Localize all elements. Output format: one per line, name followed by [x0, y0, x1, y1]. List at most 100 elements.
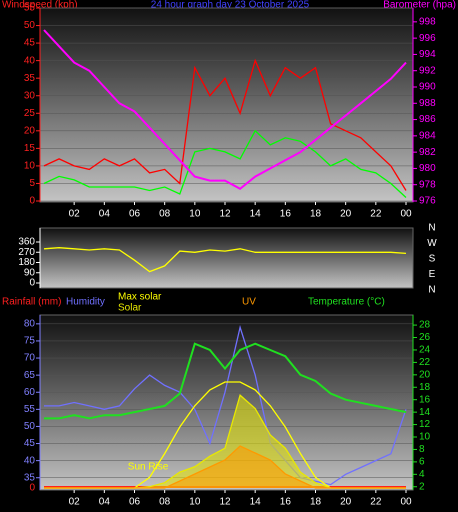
y2-tick-label: 996 [419, 33, 436, 44]
y2-tick-label: 994 [419, 49, 436, 60]
x-tick-label: 16 [280, 209, 292, 220]
chart-title: 24 hour graph day 23 October 2025 [151, 0, 310, 11]
y2-tick-label: 998 [419, 16, 436, 27]
y-tick-label: 30 [24, 90, 36, 101]
y-tick-label: 55 [24, 3, 36, 14]
y-tick-label: 5 [29, 178, 35, 189]
y2-tick-label: 14 [419, 407, 431, 418]
legend-entry: Humidity [66, 297, 105, 308]
y-tick-label: 65 [24, 370, 36, 381]
y-tick-label: 75 [24, 336, 36, 347]
compass-label: N [428, 223, 435, 234]
y-tick-label: 0 [29, 196, 35, 207]
y-tick-label: 40 [24, 455, 36, 466]
y-tick-label: 360 [18, 237, 35, 248]
y2-tick-label: 982 [419, 147, 436, 158]
x-tick-label: 02 [69, 209, 81, 220]
y2-tick-label: 992 [419, 65, 436, 76]
y2-tick-label: 26 [419, 332, 431, 343]
compass-label: N [428, 285, 435, 296]
y2-tick-label: 984 [419, 130, 436, 141]
y2-tick-label: 24 [419, 345, 431, 356]
y-tick-label: 40 [24, 55, 36, 66]
x-tick-label: 14 [250, 209, 262, 220]
x-tick-label: 22 [370, 209, 382, 220]
x-tick-label: 18 [310, 497, 322, 508]
y-tick-label: 80 [24, 318, 36, 329]
x-tick-label: 12 [219, 209, 231, 220]
x-tick-label: 16 [280, 497, 292, 508]
y2-tick-label: 6 [419, 457, 425, 468]
x-tick-label: 10 [189, 497, 201, 508]
y2-tick-label: 10 [419, 432, 431, 443]
series-line [44, 445, 406, 489]
y2-tick-label: 16 [419, 394, 431, 405]
series-line [43, 247, 407, 273]
x-tick-label: 04 [99, 209, 111, 220]
y2-tick-label: 988 [419, 98, 436, 109]
y-tick-label: 45 [24, 38, 36, 49]
x-tick-label: 20 [340, 497, 352, 508]
y-tick-label: 90 [24, 267, 36, 278]
series-line [43, 58, 407, 191]
y2-tick-label: 2 [419, 481, 425, 492]
series-line [44, 342, 407, 420]
y2-tick-label: 978 [419, 179, 436, 190]
y2-tick-label: 976 [419, 196, 436, 207]
y-tick-label: 20 [24, 125, 36, 136]
x-tick-label: 08 [159, 497, 171, 508]
x-tick-label: 20 [340, 209, 352, 220]
x-tick-label: 00 [400, 209, 412, 220]
y2-tick-label: 986 [419, 114, 436, 125]
x-tick-label: 04 [99, 497, 111, 508]
compass-label: E [429, 269, 436, 280]
x-tick-label: 06 [129, 497, 141, 508]
x-tick-label: 22 [370, 497, 382, 508]
y2-tick-label: 20 [419, 369, 431, 380]
x-tick-label: 02 [69, 497, 81, 508]
y-tick-label: 35 [24, 73, 36, 84]
barometer-axis-label: Barometer (hpa) [383, 0, 456, 11]
legend-entry: Max solar [118, 292, 162, 303]
y-tick-label: 25 [24, 108, 36, 119]
legend-entry: Solar [118, 303, 142, 314]
plot-area [39, 227, 414, 289]
x-tick-label: 08 [159, 209, 171, 220]
series-line [43, 29, 407, 190]
x-tick-label: 18 [310, 209, 322, 220]
y2-tick-label: 980 [419, 163, 436, 174]
x-tick-label: 10 [189, 209, 201, 220]
x-tick-label: 12 [219, 497, 231, 508]
series-area [44, 446, 406, 488]
x-tick-label: 06 [129, 209, 141, 220]
series-line [43, 129, 407, 198]
y-tick-label: 50 [24, 421, 36, 432]
y2-tick-label: 990 [419, 82, 436, 93]
y2-tick-label: 22 [419, 357, 431, 368]
y-tick-label: 10 [24, 161, 36, 172]
rain-tick-label: 0 [29, 483, 35, 494]
compass-label: W [427, 238, 437, 249]
y-tick-label: 60 [24, 387, 36, 398]
legend-entry: Rainfall (mm) [2, 297, 61, 308]
y2-tick-label: 18 [419, 382, 431, 393]
y2-tick-label: 4 [419, 469, 425, 480]
wind-axis-label: Windspeed (kph) [2, 0, 78, 11]
y-tick-label: 50 [24, 20, 36, 31]
plot-area [39, 7, 414, 203]
x-tick-label: 00 [400, 497, 412, 508]
y2-tick-label: 28 [419, 320, 431, 331]
series-line [44, 324, 407, 486]
y-tick-label: 45 [24, 438, 36, 449]
y-tick-label: 0 [29, 278, 35, 289]
y2-tick-label: 8 [419, 444, 425, 455]
y-tick-label: 70 [24, 353, 36, 364]
y-tick-label: 270 [18, 247, 35, 258]
compass-label: S [429, 254, 436, 265]
legend-entry: UV [242, 297, 256, 308]
y2-tick-label: 12 [419, 419, 431, 430]
y-tick-label: 55 [24, 404, 36, 415]
y-tick-label: 180 [18, 257, 35, 268]
y-tick-label: 15 [24, 143, 36, 154]
